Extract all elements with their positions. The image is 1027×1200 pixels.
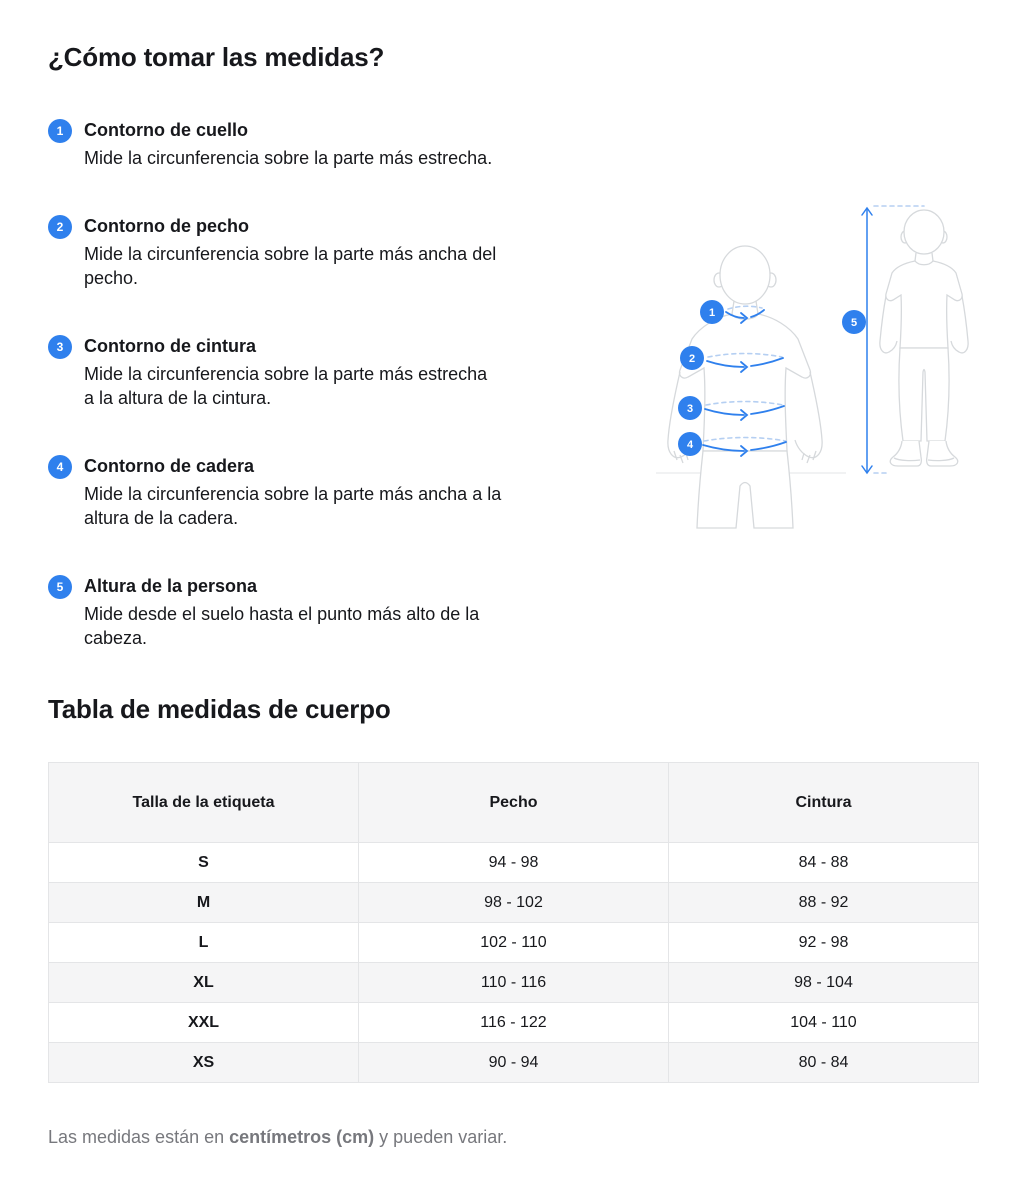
- step-number-badge: 5: [48, 575, 72, 599]
- step-content: Contorno de cintura Mide la circunferenc…: [84, 334, 487, 410]
- table-row: XXL 116 - 122 104 - 110: [48, 1002, 979, 1043]
- chest-cell: 90 - 94: [358, 1042, 669, 1083]
- step-chest: 2 Contorno de pecho Mide la circunferenc…: [48, 214, 633, 290]
- step-content: Contorno de cuello Mide la circunferenci…: [84, 118, 492, 170]
- waist-cell: 98 - 104: [668, 962, 979, 1003]
- step-content: Altura de la persona Mide desde el suelo…: [84, 574, 479, 650]
- step-description: Mide la circunferencia sobre la parte má…: [84, 484, 502, 528]
- table-row: S 94 - 98 84 - 88: [48, 842, 979, 883]
- figure-marker-3: 3: [678, 396, 702, 420]
- chest-cell: 102 - 110: [358, 922, 669, 963]
- waist-cell: 104 - 110: [668, 1002, 979, 1043]
- column-header-size-label: Talla de la etiqueta: [48, 762, 359, 843]
- svg-text:4: 4: [687, 439, 694, 451]
- step-number-badge: 4: [48, 455, 72, 479]
- height-arrow: [861, 206, 873, 475]
- table-header-row: Talla de la etiqueta Pecho Cintura: [48, 762, 979, 843]
- step-title: Contorno de pecho: [84, 216, 249, 236]
- chest-cell: 110 - 116: [358, 962, 669, 1003]
- units-footnote: Las medidas están en centímetros (cm) y …: [48, 1125, 979, 1149]
- page-title: ¿Cómo tomar las medidas?: [48, 42, 385, 72]
- size-cell: XS: [48, 1042, 359, 1083]
- step-number-badge: 1: [48, 119, 72, 143]
- step-content: Contorno de pecho Mide la circunferencia…: [84, 214, 496, 290]
- step-content: Contorno de cadera Mide la circunferenci…: [84, 454, 501, 530]
- step-number-badge: 2: [48, 215, 72, 239]
- figure-front-view: 1 2 3 4: [667, 245, 823, 529]
- size-cell: L: [48, 922, 359, 963]
- table-row: XS 90 - 94 80 - 84: [48, 1042, 979, 1083]
- figure-marker-5: 5: [842, 310, 866, 334]
- figure-marker-1: 1: [700, 300, 724, 324]
- figure-marker-2: 2: [680, 346, 704, 370]
- step-number-badge: 3: [48, 335, 72, 359]
- body-measurement-diagram: 1 2 3 4: [656, 205, 969, 529]
- figure-full-height-view: 5: [842, 205, 969, 475]
- size-table-title: Tabla de medidas de cuerpo: [48, 694, 391, 724]
- chest-measure-line: [706, 352, 784, 373]
- step-description: Mide la circunferencia sobre la parte má…: [84, 148, 493, 168]
- step-hip: 4 Contorno de cadera Mide la circunferen…: [48, 454, 633, 530]
- waist-cell: 88 - 92: [668, 882, 979, 923]
- table-row: XL 110 - 116 98 - 104: [48, 962, 979, 1003]
- svg-text:3: 3: [687, 403, 693, 415]
- measurement-steps: 1 Contorno de cuello Mide la circunferen…: [48, 118, 633, 650]
- chest-cell: 98 - 102: [358, 882, 669, 923]
- body-size-table: Talla de la etiqueta Pecho Cintura S 94 …: [48, 762, 979, 1083]
- size-cell: M: [48, 882, 359, 923]
- chest-cell: 94 - 98: [358, 842, 669, 883]
- neck-measure-line: [725, 305, 765, 324]
- waist-measure-line: [704, 400, 785, 421]
- size-cell: XL: [48, 962, 359, 1003]
- step-title: Contorno de cuello: [84, 120, 248, 140]
- footnote-suffix: y pueden variar.: [374, 1127, 508, 1147]
- step-description: Mide la circunferencia sobre la parte má…: [84, 364, 488, 408]
- footnote-prefix: Las medidas están en: [48, 1127, 230, 1147]
- size-cell: S: [48, 842, 359, 883]
- size-cell: XXL: [48, 1002, 359, 1043]
- figure-marker-4: 4: [678, 432, 702, 456]
- table-row: M 98 - 102 88 - 92: [48, 882, 979, 923]
- hip-measure-line: [702, 436, 787, 457]
- step-title: Altura de la persona: [84, 576, 258, 596]
- column-header-chest: Pecho: [358, 762, 669, 843]
- waist-cell: 80 - 84: [668, 1042, 979, 1083]
- table-row: L 102 - 110 92 - 98: [48, 922, 979, 963]
- step-height: 5 Altura de la persona Mide desde el sue…: [48, 574, 633, 650]
- step-waist: 3 Contorno de cintura Mide la circunfere…: [48, 334, 633, 410]
- measurement-illustration: 1 2 3 4: [650, 190, 1010, 550]
- svg-text:2: 2: [689, 353, 695, 365]
- step-description: Mide desde el suelo hasta el punto más a…: [84, 604, 480, 648]
- svg-text:5: 5: [851, 317, 857, 329]
- chest-cell: 116 - 122: [358, 1002, 669, 1043]
- footnote-units: centímetros (cm): [229, 1127, 375, 1147]
- column-header-waist: Cintura: [668, 762, 979, 843]
- size-guide-page: ¿Cómo tomar las medidas? 1 Contorno de c…: [48, 42, 1010, 1149]
- waist-cell: 84 - 88: [668, 842, 979, 883]
- step-title: Contorno de cadera: [84, 456, 255, 476]
- waist-cell: 92 - 98: [668, 922, 979, 963]
- svg-text:1: 1: [709, 307, 715, 319]
- step-title: Contorno de cintura: [84, 336, 256, 356]
- step-neck: 1 Contorno de cuello Mide la circunferen…: [48, 118, 633, 170]
- step-description: Mide la circunferencia sobre la parte má…: [84, 244, 497, 288]
